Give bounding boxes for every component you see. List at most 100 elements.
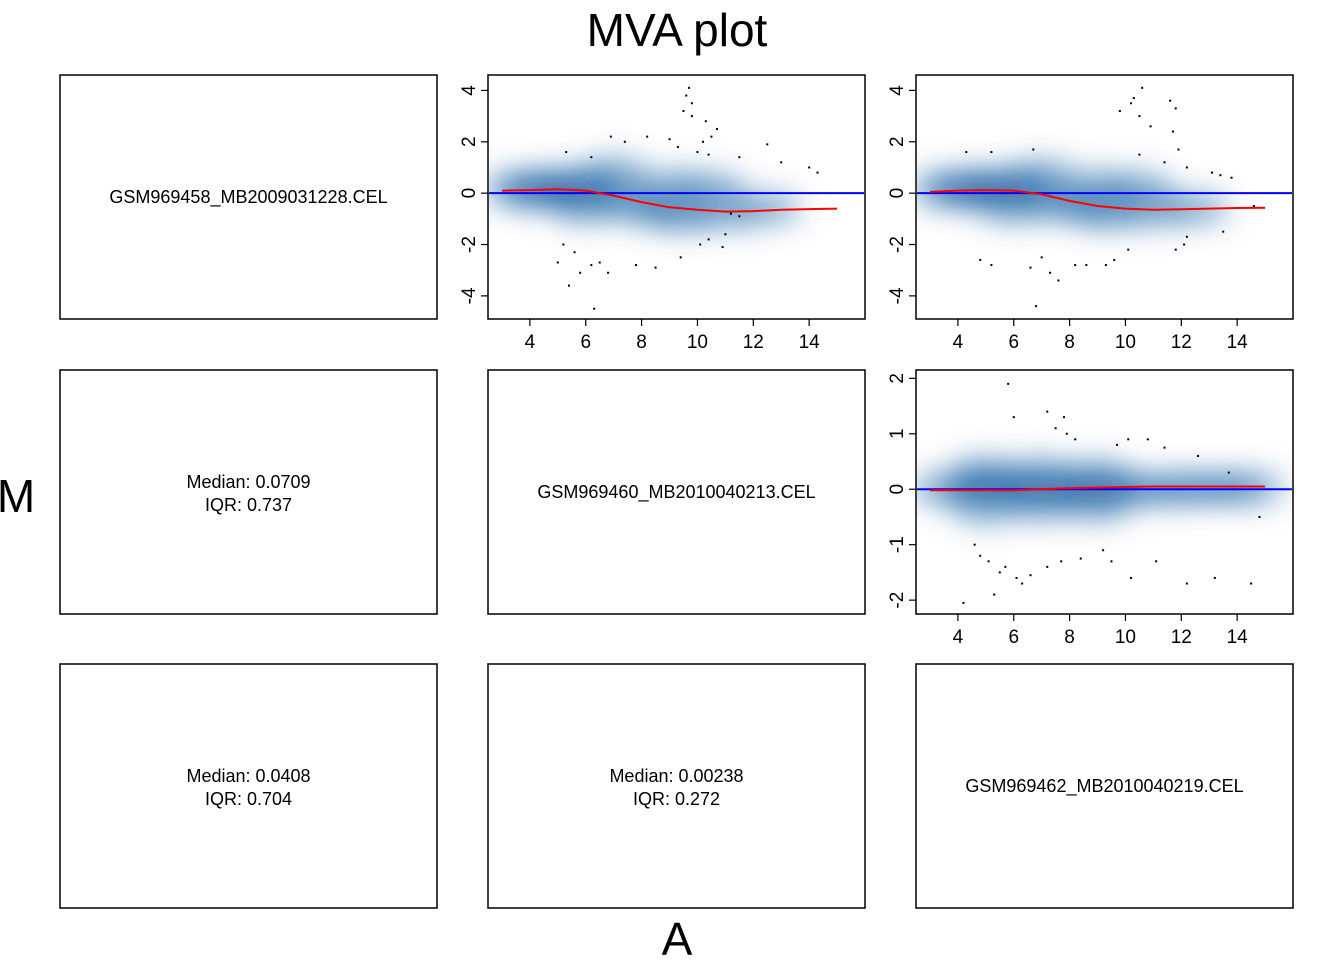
- outlier-point: [1185, 166, 1188, 169]
- outlier-point: [1040, 256, 1043, 259]
- outlier-point: [1060, 560, 1063, 563]
- x-tick-label: 8: [1064, 627, 1075, 648]
- density-blob: [1007, 489, 1076, 522]
- outlier-point: [707, 238, 710, 241]
- outlier-point: [654, 266, 657, 269]
- median-stat: Median: 0.00238: [609, 766, 743, 786]
- panel-frame: [915, 369, 1294, 615]
- outlier-point: [738, 156, 741, 159]
- y-tick-label: 4: [459, 85, 480, 96]
- outlier-point: [1110, 560, 1113, 563]
- outlier-point: [1113, 258, 1116, 261]
- outlier-point: [816, 171, 819, 174]
- outlier-point: [1074, 438, 1077, 441]
- outlier-point: [1132, 97, 1135, 100]
- x-tick-label: 4: [953, 627, 964, 648]
- outlier-point: [715, 127, 718, 130]
- outlier-point: [1015, 576, 1018, 579]
- density-blob: [979, 192, 1048, 225]
- outlier-point: [987, 560, 990, 563]
- outlier-point: [1155, 560, 1158, 563]
- outlier-point: [990, 151, 993, 154]
- density-blob: [677, 172, 746, 205]
- panel-frame: [59, 369, 438, 615]
- x-tick-label: 6: [1008, 332, 1019, 353]
- x-axis-label: A: [662, 913, 693, 960]
- outlier-point: [707, 153, 710, 156]
- panel-frame: [915, 663, 1294, 909]
- outlier-point: [973, 543, 976, 546]
- outlier-point: [690, 102, 693, 105]
- outlier-point: [1074, 264, 1077, 267]
- outlier-point: [1054, 427, 1057, 430]
- outlier-point: [729, 212, 732, 215]
- x-tick-label: 4: [525, 332, 536, 353]
- outlier-point: [1141, 86, 1144, 89]
- density-blob: [551, 192, 620, 225]
- outlier-point: [1227, 471, 1230, 474]
- x-tick-label: 10: [1115, 332, 1136, 353]
- outlier-point: [1127, 248, 1130, 251]
- x-tick-label: 12: [1171, 627, 1192, 648]
- density-blob: [1105, 172, 1174, 205]
- density-blob: [951, 456, 1020, 489]
- sample-name: GSM969460_MB2010040213.CEL: [537, 482, 815, 503]
- outlier-point: [1169, 99, 1172, 102]
- y-tick-label: 2: [887, 136, 908, 147]
- outlier-point: [607, 271, 610, 274]
- density-blob: [1063, 459, 1132, 492]
- outlier-point: [1079, 557, 1082, 560]
- outlier-point: [1177, 148, 1180, 151]
- outlier-point: [990, 264, 993, 267]
- outlier-point: [567, 284, 570, 287]
- outlier-point: [1211, 171, 1214, 174]
- iqr-stat: IQR: 0.272: [633, 789, 720, 809]
- outlier-point: [696, 151, 699, 154]
- outlier-point: [1102, 549, 1105, 552]
- y-axis-label: M: [0, 470, 35, 522]
- x-tick-label: 8: [1064, 332, 1075, 353]
- panel-frame: [59, 74, 438, 320]
- outlier-point: [738, 215, 741, 218]
- x-tick-label: 12: [743, 332, 764, 353]
- sample-name: GSM969462_MB2010040219.CEL: [965, 776, 1243, 797]
- outlier-point: [1007, 382, 1010, 385]
- outlier-point: [1138, 115, 1141, 118]
- y-tick-label: -4: [887, 287, 908, 304]
- panel-frame: [487, 369, 866, 615]
- outlier-point: [1127, 438, 1130, 441]
- x-tick-label: 6: [580, 332, 591, 353]
- outlier-point: [1085, 264, 1088, 267]
- outlier-point: [1104, 264, 1107, 267]
- x-tick-label: 10: [687, 332, 708, 353]
- density-cloud: [489, 156, 802, 233]
- outlier-point: [1185, 582, 1188, 585]
- median-stat: Median: 0.0408: [186, 766, 310, 786]
- outlier-point: [1130, 576, 1133, 579]
- outlier-point: [562, 243, 565, 246]
- y-tick-label: -2: [459, 236, 480, 253]
- y-tick-label: 0: [887, 188, 908, 199]
- outlier-point: [1063, 416, 1066, 419]
- panel-frame: [487, 74, 866, 320]
- loess-curve: [501, 188, 838, 213]
- outlier-point: [993, 593, 996, 596]
- outlier-point: [623, 140, 626, 143]
- y-tick-label: 4: [887, 85, 908, 96]
- outlier-point: [1116, 443, 1119, 446]
- outlier-point: [766, 143, 769, 146]
- outlier-point: [646, 135, 649, 138]
- panel-frame: [59, 663, 438, 909]
- outlier-point: [1029, 574, 1032, 577]
- outlier-point: [1163, 161, 1166, 164]
- outlier-point: [702, 140, 705, 143]
- panel-frame: [487, 663, 866, 909]
- outlier-point: [1185, 235, 1188, 238]
- x-tick-label: 14: [1227, 332, 1249, 353]
- outlier-point: [979, 554, 982, 557]
- loess-curve: [930, 485, 1266, 492]
- outlier-point: [1197, 454, 1200, 457]
- outlier-point: [710, 135, 713, 138]
- y-tick-label: -1: [887, 536, 908, 553]
- outlier-point: [690, 115, 693, 118]
